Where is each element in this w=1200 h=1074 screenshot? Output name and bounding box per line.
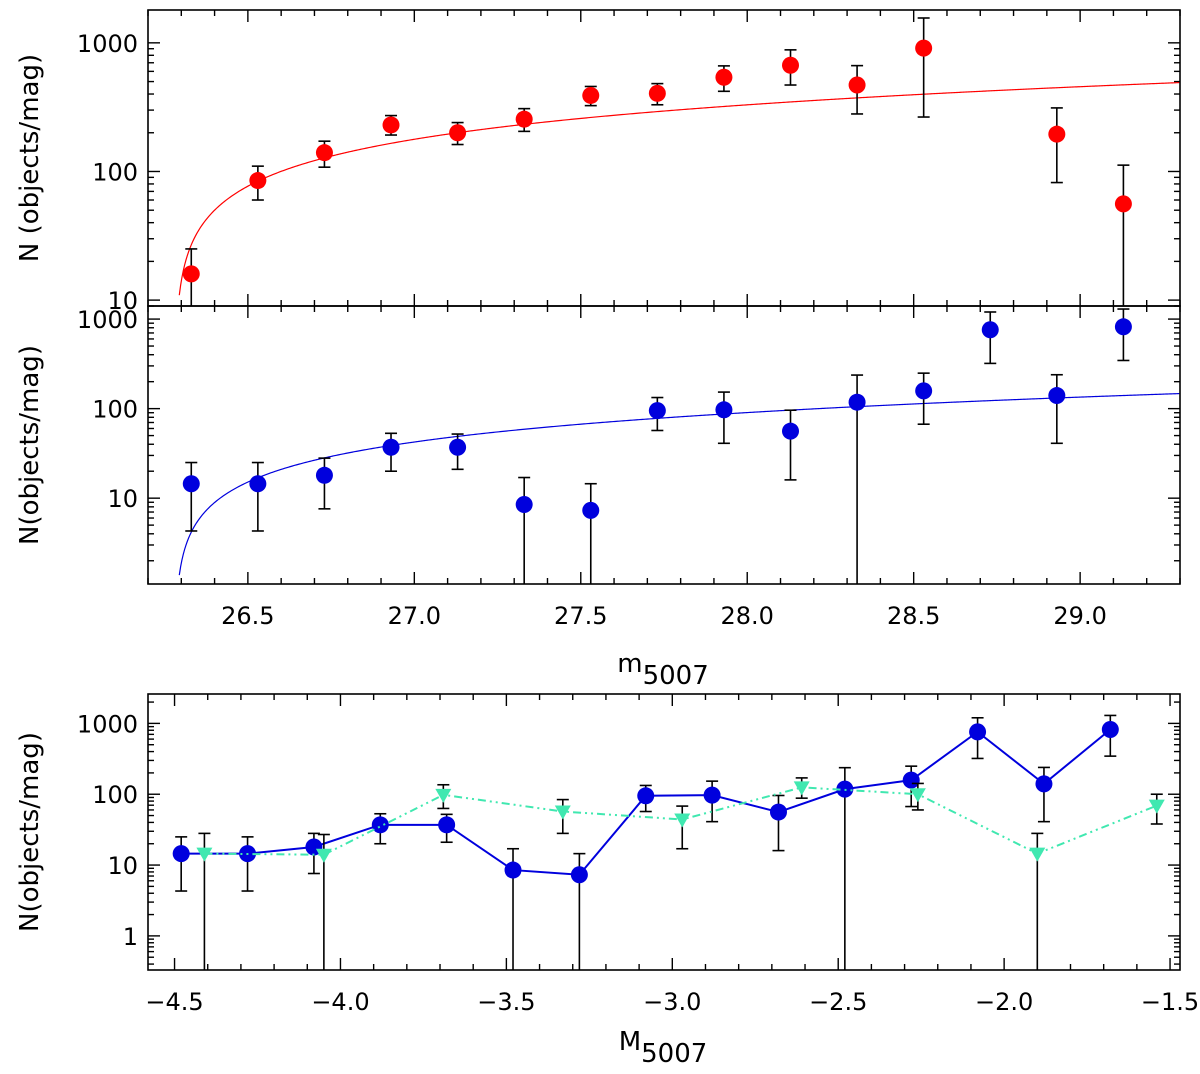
data-point: [582, 501, 600, 519]
data-point: [915, 382, 933, 400]
data-point: [769, 803, 787, 821]
y-tick-label: 100: [92, 158, 138, 186]
data-point: [782, 422, 800, 440]
y-tick-label: 1000: [77, 710, 138, 738]
middle-xlabel-sub: 5007: [643, 661, 709, 691]
x-tick-label: −3.0: [643, 988, 701, 1016]
y-tick-label: 1000: [77, 306, 138, 334]
data-point: [449, 438, 467, 456]
y-tick-label: 100: [92, 396, 138, 424]
data-point: [1101, 720, 1119, 738]
y-tick-label: 10: [107, 287, 138, 315]
data-point: [1048, 125, 1066, 143]
data-point: [637, 787, 655, 805]
data-point: [782, 56, 800, 74]
y-tick-label: 10: [107, 485, 138, 513]
data-point: [438, 816, 456, 834]
bottom-xlabel-base: M: [619, 1027, 641, 1057]
data-point: [382, 438, 400, 456]
middle-ylabel: N(objects/mag): [15, 345, 45, 545]
panel-bottom: 1 10 100 1000 −4.5 −4.0 −3.5 −3.0 −2.5 −2.0 −1.5 N…: [15, 693, 1199, 1069]
middle-xlabel-base: m: [617, 649, 642, 679]
y-tick-label: 1000: [77, 30, 138, 58]
bottom-ylabel: N(objects/mag): [15, 732, 45, 932]
data-point: [196, 847, 213, 862]
data-point: [703, 786, 721, 804]
data-point: [570, 866, 588, 884]
data-point: [715, 401, 733, 419]
panel-middle: 10 100 1000 26.5 27.0 27.5 28.0 28.5 29.0 N(obje…: [15, 305, 1181, 691]
bottom-xlabel: M5007: [619, 1027, 708, 1069]
x-tick-label: −2.5: [809, 988, 867, 1016]
data-point: [182, 475, 200, 493]
data-point: [1114, 195, 1132, 213]
x-tick-label: 27.5: [554, 602, 607, 630]
x-tick-label: −2.0: [975, 988, 1033, 1016]
top-axes-frame: [147, 9, 1181, 307]
bottom-xlabel-sub: 5007: [641, 1039, 707, 1069]
x-tick-label: 28.5: [887, 602, 940, 630]
data-point: [315, 848, 332, 863]
data-point: [1029, 847, 1046, 862]
data-point: [1035, 775, 1053, 793]
data-point: [648, 84, 666, 102]
data-point: [554, 805, 571, 820]
y-tick-label: 10: [107, 852, 138, 880]
data-point: [909, 788, 926, 803]
data-point: [1048, 387, 1066, 405]
x-tick-label: −4.0: [311, 988, 369, 1016]
data-point: [848, 393, 866, 411]
data-point: [504, 861, 522, 879]
top-ylabel: N (objects/mag): [15, 54, 45, 262]
data-point: [1148, 799, 1165, 814]
bottom-axes-frame: [147, 693, 1181, 971]
top-plot-area: 10 100 1000: [77, 10, 1181, 315]
data-point: [902, 771, 920, 789]
x-tick-label: 28.0: [721, 602, 774, 630]
data-point: [449, 124, 467, 142]
data-point: [249, 475, 267, 493]
data-point: [1114, 318, 1132, 336]
data-point: [315, 144, 333, 162]
fit-curve: [178, 392, 1180, 576]
data-point: [249, 172, 267, 190]
data-point: [315, 466, 333, 484]
data-point: [981, 321, 999, 339]
middle-plot-area: 10 100 1000 26.5 27.0 27.5 28.0 28.5 29.0: [77, 306, 1181, 630]
data-point: [435, 788, 452, 803]
data-point: [793, 781, 810, 796]
x-tick-label: −4.5: [145, 988, 203, 1016]
fit-curve: [178, 81, 1180, 296]
data-point: [172, 845, 190, 863]
data-point: [515, 110, 533, 128]
panel-top: 10 100 1000 N (objects/mag): [15, 9, 1181, 315]
middle-axes-frame: [147, 305, 1181, 585]
y-tick-label: 1: [123, 923, 138, 951]
data-point: [182, 265, 200, 283]
data-point: [582, 86, 600, 104]
data-point: [515, 495, 533, 513]
x-tick-label: 29.0: [1053, 602, 1106, 630]
x-tick-label: 26.5: [221, 602, 274, 630]
x-tick-label: 27.0: [388, 602, 441, 630]
data-point: [848, 76, 866, 94]
bottom-plot-area: 1 10 100 1000 −4.5 −4.0 −3.5 −3.0 −2.5 −2.0 −1.5: [77, 694, 1199, 1016]
y-tick-label: 100: [92, 781, 138, 809]
data-point: [674, 813, 691, 828]
middle-xlabel: m5007: [617, 649, 709, 691]
x-tick-label: −1.5: [1141, 988, 1199, 1016]
data-point: [715, 68, 733, 86]
data-point: [915, 39, 933, 57]
data-point: [648, 402, 666, 420]
x-tick-label: −3.5: [477, 988, 535, 1016]
data-point: [371, 816, 389, 834]
data-point: [969, 723, 987, 741]
data-point: [382, 116, 400, 134]
